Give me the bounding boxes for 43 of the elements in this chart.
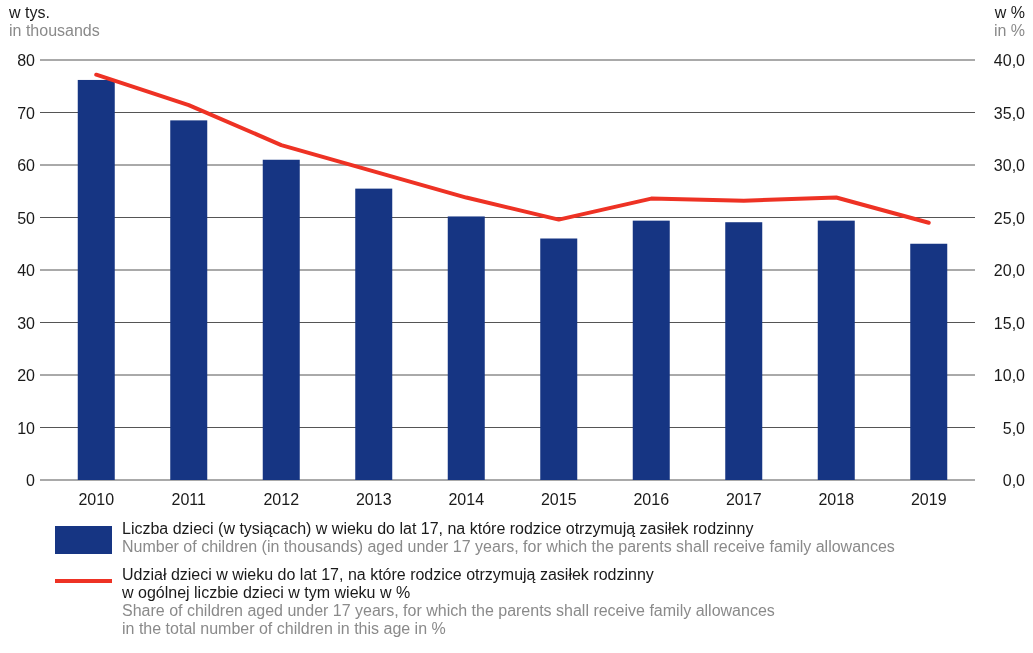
y2-tick-label: 15,0 [993, 314, 1026, 332]
legend-label: Udział dzieci w wieku do lat 17, na które rodzice otrzymują zasiłek rodzinny w ogólnej liczbie dzieci w tym wieku w % Share of children aged under 17 years, for which the parents shall receive family allowances in the total number of children in this age in % [121, 566, 775, 637]
y-tick-label: 60 [17, 157, 36, 174]
y2-tick-label: 35,0 [993, 104, 1026, 122]
x-tick-label: 2019 [910, 491, 947, 508]
y-tick-label: 30 [17, 314, 36, 332]
x-tick-label: 2010 [78, 491, 115, 508]
x-tick-label: 2012 [263, 491, 300, 508]
y2-tick-label: 0,0 [1002, 472, 1026, 489]
x-tick-label: 2016 [633, 491, 670, 508]
bar [725, 222, 763, 480]
line-series [94, 72, 931, 225]
y2-tick-label: 25,0 [993, 209, 1026, 227]
x-tick-label: 2011 [171, 491, 207, 508]
y-tick-label: 20 [17, 367, 36, 384]
bar [447, 216, 485, 480]
y-tick-label: 0 [26, 472, 36, 489]
y2-tick-label: 40,0 [993, 52, 1026, 69]
y-axis-title: w tys. in thousands [8, 4, 100, 39]
bar [262, 159, 300, 480]
bar [355, 188, 393, 480]
y-tick-label: 70 [17, 104, 36, 122]
x-tick-label: 2013 [355, 491, 392, 508]
y-tick-label: 40 [17, 262, 36, 279]
bar [910, 243, 948, 480]
y-tick-label: 50 [17, 209, 36, 227]
bar [817, 220, 855, 480]
bar [632, 220, 670, 480]
y-tick-label: 10 [17, 419, 36, 437]
x-tick-label: 2014 [448, 491, 485, 508]
x-tick-label: 2017 [725, 491, 762, 508]
bar [170, 120, 208, 480]
legend-label: Liczba dzieci (w tysiącach) w wieku do lat 17, na które rodzice otrzymują zasiłek rodzinny Number of children (in thousands) aged under 17 years, for which the parents shall receive family allowances [122, 520, 895, 555]
y2-tick-label: 20,0 [993, 262, 1026, 279]
y-tick-label: 80 [17, 52, 36, 69]
y2-tick-label: 30,0 [993, 157, 1026, 174]
y2-tick-label: 10,0 [993, 367, 1026, 384]
bar [540, 238, 578, 480]
y2-axis-title: w % in % [993, 4, 1025, 39]
x-tick-label: 2018 [818, 491, 855, 508]
x-tick-label: 2015 [540, 491, 577, 508]
y2-tick-label: 5,0 [1002, 419, 1026, 437]
bar [77, 79, 115, 480]
